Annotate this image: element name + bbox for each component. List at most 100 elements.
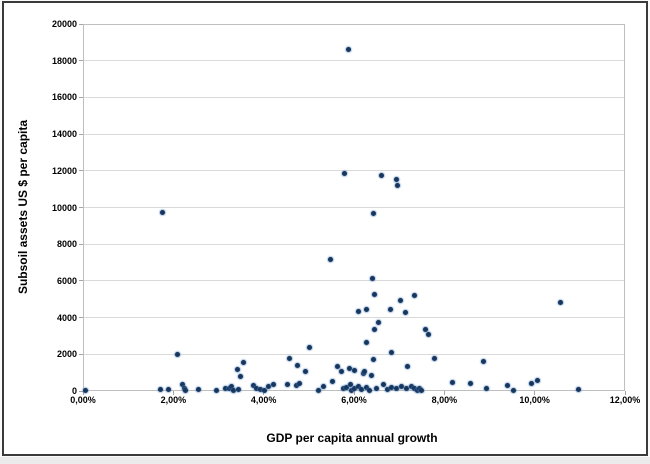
data-point [257,386,263,392]
data-point [284,381,290,387]
y-tick-label: 4000 [56,312,77,323]
x-tick-label: 2,00% [160,395,187,405]
y-gridline [84,353,624,355]
data-point [575,386,581,392]
y-axis-tick [79,243,83,245]
data-point [364,306,370,312]
data-point [558,300,564,306]
data-point [231,387,237,393]
data-point [370,210,376,216]
data-point [351,386,357,392]
data-point [214,387,220,393]
data-point [339,369,345,375]
data-point [380,382,386,388]
data-point [504,382,510,388]
x-axis-tick [353,391,355,395]
data-point [412,385,418,391]
y-axis-tick [79,60,83,62]
data-point [160,209,166,215]
data-point [265,383,271,389]
data-point [342,171,348,177]
y-tick-label: 12000 [51,165,77,176]
y-tick-label: 18000 [51,55,77,66]
x-tick-label: 6,00% [341,395,367,405]
data-point [404,386,410,392]
data-point [395,182,401,188]
y-axis-tick [79,280,83,282]
y-tick-label: 6000 [56,275,77,286]
data-point [234,367,240,373]
x-tick-label: 0,00% [70,395,96,405]
data-point [328,257,334,263]
data-point [393,386,399,392]
data-point [165,387,171,393]
data-point [484,386,490,392]
y-axis-tick [79,96,83,98]
y-gridline [84,133,624,135]
data-point [510,388,516,394]
data-point [379,172,385,178]
data-point [320,383,326,389]
y-tick-label: 8000 [56,239,77,250]
data-point [297,381,303,387]
data-point [388,384,394,390]
data-point [376,320,382,326]
data-point [307,345,313,351]
data-point [315,388,321,394]
data-point [356,383,362,389]
y-axis-tick [79,23,83,25]
y-gridline [84,243,624,245]
data-point [449,380,455,386]
y-tick-label: 0 [71,386,77,396]
data-point [356,308,362,314]
data-point [370,275,376,281]
data-point [419,387,425,393]
data-point [409,383,415,389]
x-tick-label: 8,00% [431,395,458,405]
data-point [329,378,335,384]
data-point [195,387,201,393]
data-point [352,368,358,374]
data-point [261,387,267,393]
x-tick-label: 4,00% [250,395,277,405]
x-axis-tick [263,391,265,395]
data-point [432,356,438,362]
y-gridline [84,60,624,62]
data-point [404,364,410,370]
x-axis-tick [534,391,536,395]
data-point [82,387,88,393]
data-point [423,326,429,332]
data-point [348,382,354,388]
y-axis-tick [79,317,83,319]
data-point [362,369,368,375]
data-point [270,381,276,387]
data-point [294,362,300,368]
data-point [369,372,375,378]
data-point [359,387,365,393]
data-point [402,309,408,315]
data-point [398,383,404,389]
x-axis-tick [443,391,445,395]
data-point [364,339,370,345]
data-point [294,382,300,388]
data-point [250,382,256,388]
data-point [303,369,309,375]
y-axis-tick [79,170,83,172]
x-axis-tick [624,391,626,395]
y-tick-label: 10000 [51,202,77,213]
y-tick-label: 16000 [51,92,77,103]
x-axis-title: GDP per capita annual growth [266,431,438,445]
data-point [480,359,486,365]
y-gridline [84,170,624,172]
y-gridline [84,317,624,319]
data-point [334,363,340,369]
data-point [237,373,243,379]
data-point [253,385,259,391]
data-point [229,384,235,390]
data-point [529,380,534,386]
data-point [340,385,346,391]
data-point [374,385,380,391]
y-axis-tick [79,390,83,392]
